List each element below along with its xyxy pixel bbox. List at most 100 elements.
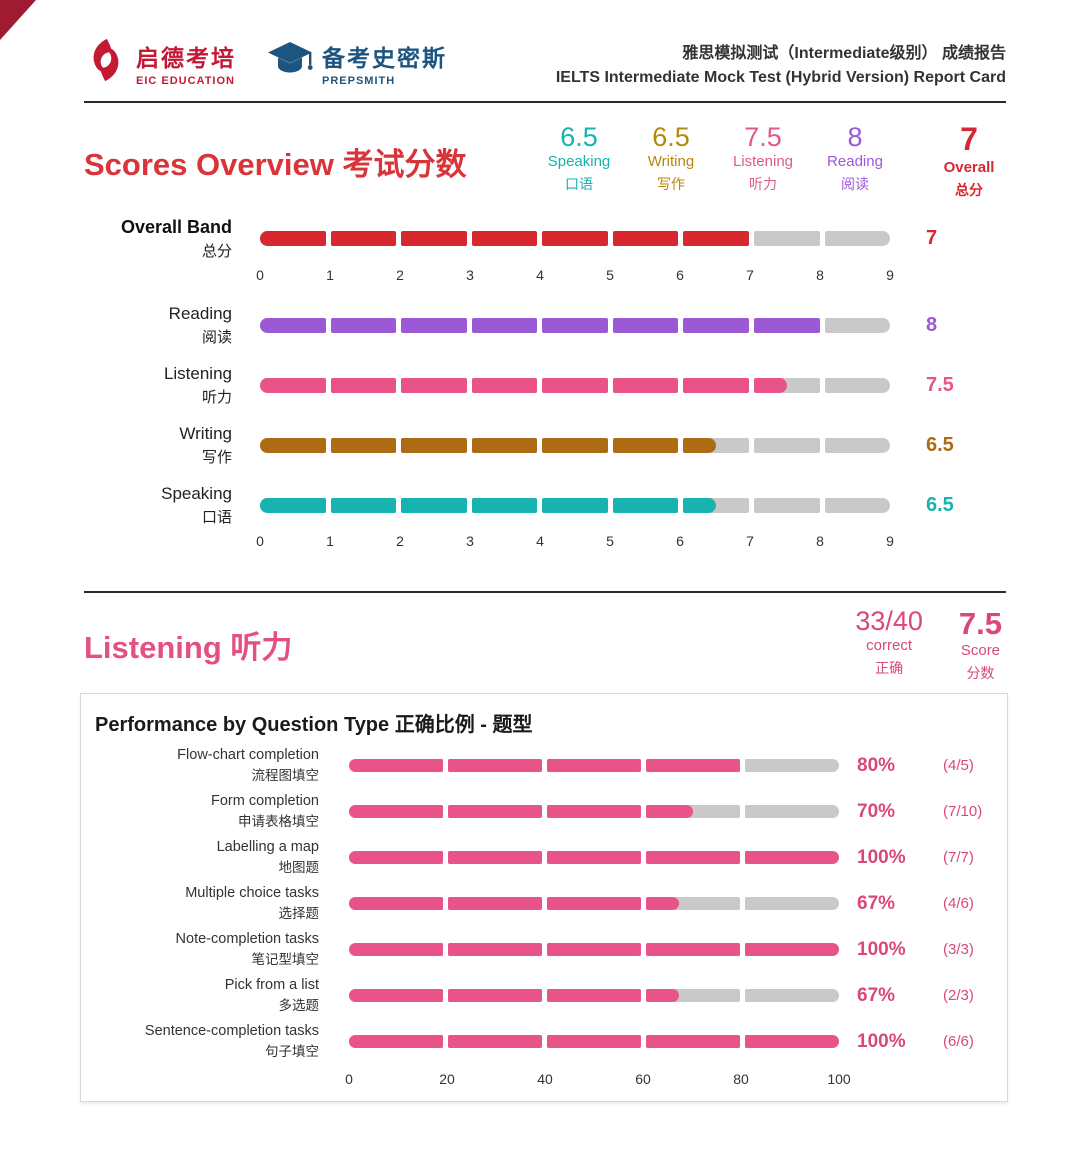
bar-segment — [471, 497, 538, 513]
scores-overview-title: Scores Overview 考试分数 — [84, 139, 467, 184]
performance-row: Pick from a list 多选题 67% (2/3) — [95, 973, 993, 1019]
bar-segment — [646, 1035, 740, 1049]
performance-label-cn: 笔记型填空 — [251, 952, 320, 968]
eic-logo: 启德考培 EIC EDUCATION — [84, 36, 236, 89]
bar-fill — [471, 497, 538, 513]
band-score-value: 8 — [926, 313, 938, 336]
bar-fill — [349, 989, 443, 1003]
performance-label-cn: 句子填空 — [265, 1044, 319, 1060]
performance-bar-cell — [349, 989, 839, 1003]
performance-fraction: (7/10) — [943, 803, 983, 821]
performance-percent: 80% — [857, 754, 896, 776]
performance-label-cn: 地图题 — [278, 860, 320, 876]
bar-fill — [612, 231, 679, 247]
bar-segment — [471, 317, 538, 333]
performance-row-label: Pick from a list 多选题 — [95, 977, 349, 1014]
bar-segment — [448, 943, 542, 957]
performance-label-en: Multiple choice tasks — [185, 885, 319, 902]
performance-bar-cell — [349, 851, 839, 865]
section-divider — [84, 590, 1006, 593]
bar-segment — [646, 805, 740, 819]
bar-segment — [646, 897, 740, 911]
axis-tick: 5 — [606, 532, 614, 549]
score-summary-item: 7.5 Listening 听力 — [726, 123, 800, 194]
band-row: Writing 写作 6.5 — [84, 424, 1006, 467]
bar-fill — [401, 377, 467, 393]
bar-segment — [401, 231, 467, 247]
axis-tick: 0 — [345, 1070, 353, 1087]
axis-tick: 4 — [536, 532, 544, 549]
bar-fill — [260, 231, 326, 247]
bar-segment — [542, 231, 608, 247]
band-score-value: 6.5 — [926, 493, 954, 516]
correct-label-cn: 正确 — [875, 660, 904, 677]
performance-row-label: Form completion 申请表格填空 — [95, 793, 349, 830]
axis: 0 20 40 60 80 100 — [95, 1067, 993, 1089]
bar-segment — [401, 437, 467, 453]
listening-title-en: Listening — [84, 630, 222, 666]
performance-title: Performance by Question Type 正确比例 - 题型 — [95, 713, 533, 736]
bar-segment — [612, 377, 679, 393]
performance-label-en: Note-completion tasks — [175, 931, 319, 948]
bar-fill — [646, 943, 740, 957]
bar-fill — [542, 497, 608, 513]
bar-segment — [683, 317, 749, 333]
band-label-cn: 阅读 — [201, 328, 232, 346]
axis-ticks: 0 1 2 3 4 5 6 7 8 9 — [256, 263, 894, 287]
performance-label-cn: 选择题 — [278, 906, 320, 922]
bar-segment — [683, 437, 749, 453]
bar-fill — [448, 989, 542, 1003]
bar-fill — [260, 437, 326, 453]
score-bar — [349, 805, 839, 819]
bar-segment — [745, 851, 839, 865]
band-score-value: 6.5 — [926, 433, 954, 456]
bar-fill — [330, 317, 397, 333]
bar-segment — [646, 759, 740, 773]
logos: 启德考培 EIC EDUCATION 备考史密斯 — [84, 36, 447, 89]
eic-name-cn: 启德考培 — [136, 44, 236, 71]
bar-segment — [542, 497, 608, 513]
bar-fill — [547, 943, 641, 957]
report-title-cn: 雅思模拟测试（Intermediate级别） 成绩报告 — [682, 44, 1006, 62]
band-row: Reading 阅读 8 — [84, 304, 1006, 347]
bar-segment — [612, 317, 679, 333]
bar-fill — [612, 497, 679, 513]
score-bar — [349, 1035, 839, 1049]
performance-row: Note-completion tasks 笔记型填空 100% (3/3) — [95, 927, 993, 973]
bar-segment — [745, 1035, 839, 1049]
bar-segment — [542, 437, 608, 453]
bar-fill — [542, 317, 608, 333]
prepsmith-logo-text: 备考史密斯 PREPSMITH — [322, 39, 447, 87]
summary-label-cn: 口语 — [565, 176, 593, 193]
scores-overview-title-en: Scores Overview — [84, 147, 334, 182]
performance-fraction: (7/7) — [943, 849, 974, 867]
bar-fill — [349, 805, 443, 819]
bar-fill — [330, 437, 397, 453]
bar-segment — [824, 437, 891, 453]
score-bar — [349, 897, 839, 911]
axis: 0 1 2 3 4 5 6 7 8 9 — [84, 529, 1006, 553]
bar-segment — [745, 805, 839, 819]
bar-fill — [542, 377, 608, 393]
band-bar-cell — [260, 497, 891, 513]
bar-fill — [471, 231, 538, 247]
band-score-value: 7.5 — [926, 373, 954, 396]
summary-value: 6.5 — [652, 122, 690, 152]
axis-tick: 3 — [466, 532, 474, 549]
bar-segment — [547, 759, 641, 773]
listening-title-cn: 听力 — [230, 630, 293, 666]
bar-fill — [330, 377, 397, 393]
summary-value: 6.5 — [560, 122, 598, 152]
bar-segment — [745, 989, 839, 1003]
axis-tick: 0 — [256, 532, 264, 549]
scores-overview-title-cn: 考试分数 — [342, 147, 467, 182]
bar-segment — [448, 1035, 542, 1049]
band-row: Speaking 口语 6.5 — [84, 484, 1006, 527]
performance-bar-cell — [349, 759, 839, 773]
bar-fill — [646, 851, 740, 865]
score-bar — [349, 759, 839, 773]
score-bar — [349, 989, 839, 1003]
bar-segment — [547, 1035, 641, 1049]
bar-segment — [683, 231, 749, 247]
bar-segment — [547, 805, 641, 819]
